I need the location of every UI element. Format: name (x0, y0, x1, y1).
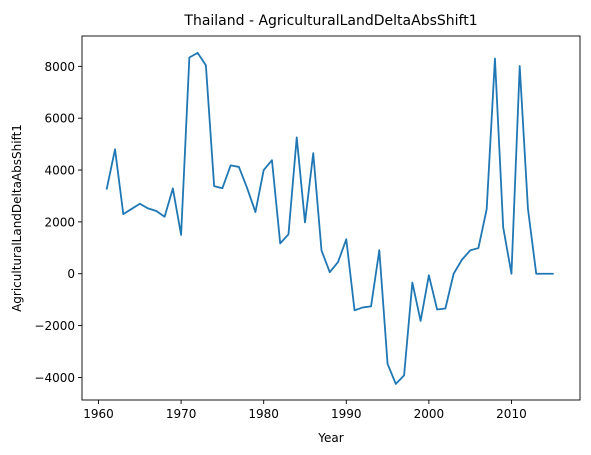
chart-title: Thailand - AgriculturalLandDeltaAbsShift… (183, 13, 477, 29)
x-axis-label: Year (317, 431, 343, 445)
x-axis: 1960 1970 1980 1990 2000 2010 (83, 400, 527, 421)
y-tick-label: 0 (67, 267, 75, 281)
y-tick-label: 6000 (44, 112, 75, 126)
x-tick-label: 1960 (83, 407, 114, 421)
series-line (105, 51, 554, 385)
x-tick-label: 1990 (331, 407, 362, 421)
y-axis-label: AgriculturalLandDeltaAbsShift1 (10, 124, 24, 312)
plot-area (105, 51, 554, 385)
y-tick-label: 4000 (44, 164, 75, 178)
y-tick-label: −4000 (34, 371, 75, 385)
x-tick-label: 1970 (166, 407, 197, 421)
y-tick-label: 2000 (44, 215, 75, 229)
x-tick-label: 1980 (248, 407, 279, 421)
plot-frame (81, 35, 581, 401)
x-tick-label: 2000 (414, 407, 445, 421)
y-tick-label: 8000 (44, 60, 75, 74)
y-tick-label: −2000 (34, 319, 75, 333)
y-axis: −4000 −2000 0 2000 4000 6000 8000 (34, 60, 82, 385)
x-tick-label: 2010 (496, 407, 527, 421)
